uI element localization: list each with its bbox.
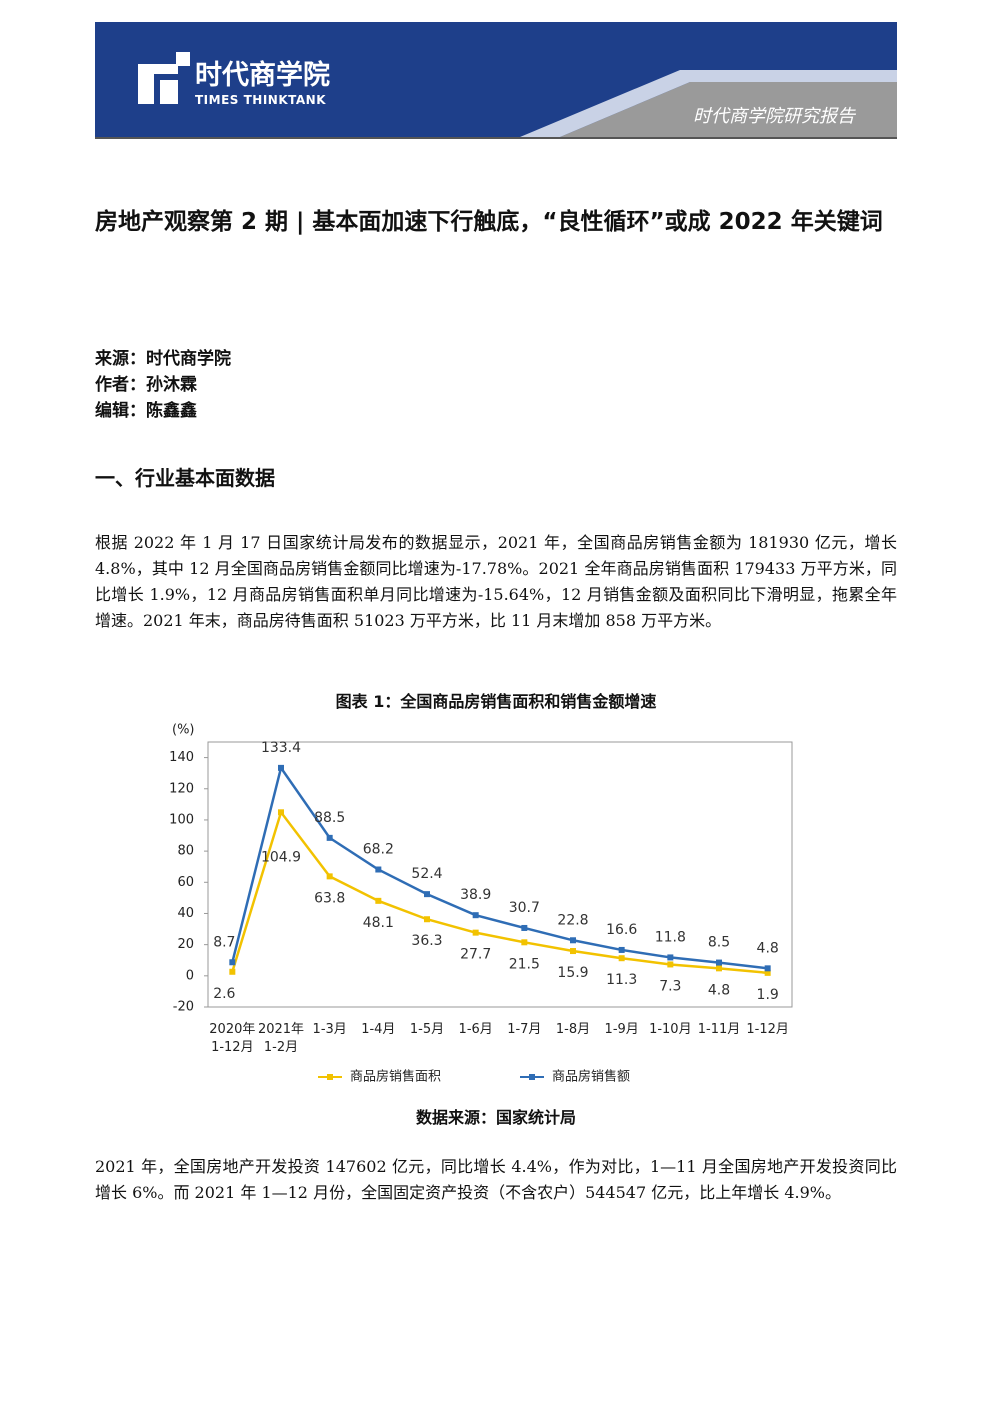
- point-marker: [618, 955, 625, 962]
- data-label: 30.7: [509, 900, 540, 916]
- figure-caption: 图表 1：全国商品房销售面积和销售金额增速: [335, 692, 657, 711]
- x-tick-label: 1-3月: [313, 1022, 347, 1037]
- point-marker: [764, 969, 771, 976]
- data-label: 21.5: [509, 956, 540, 972]
- x-tick-label: 1-6月: [459, 1022, 493, 1037]
- point-marker: [472, 929, 479, 936]
- series-line: [231, 809, 768, 975]
- data-label: 36.3: [411, 933, 442, 949]
- banner-stripe: [520, 70, 897, 137]
- x-tick-label: 1-12月: [746, 1022, 789, 1037]
- x-tick-label: 1-4月: [361, 1022, 395, 1037]
- point-marker: [667, 954, 674, 961]
- data-label: 104.9: [261, 849, 301, 865]
- data-label: 4.8: [708, 982, 730, 998]
- section-heading: 一、行业基本面数据: [95, 466, 275, 490]
- data-label: 4.8: [757, 940, 779, 956]
- x-tick-label: 1-9月: [605, 1022, 639, 1037]
- data-label: 8.7: [213, 934, 235, 950]
- logo-icon: [138, 52, 190, 104]
- data-label: 2.6: [213, 986, 235, 1002]
- point-marker: [424, 916, 430, 923]
- y-tick-label: 100: [169, 812, 194, 827]
- header-banner: 时代商学院 TIMES THINKTANK 时代商学院研究报告: [95, 22, 897, 139]
- y-tick-label: 140: [169, 750, 194, 765]
- paragraph: 根据 2022 年 1 月 17 日国家统计局发布的数据显示，2021 年，全国…: [95, 533, 897, 630]
- y-tick-label: 80: [177, 844, 194, 859]
- y-tick-label: 20: [177, 937, 194, 952]
- point-marker: [229, 968, 236, 975]
- point-marker: [424, 891, 430, 898]
- data-label: 8.5: [708, 935, 730, 951]
- meta-line: 编辑：陈鑫鑫: [95, 401, 197, 421]
- meta-line: 来源：时代商学院: [95, 349, 231, 369]
- meta-line: 作者：孙沐霖: [95, 375, 197, 395]
- y-tick-label: -20: [173, 1000, 194, 1015]
- data-label: 11.8: [655, 929, 686, 945]
- data-label: 88.5: [314, 810, 345, 826]
- logo-cn: 时代商学院: [195, 59, 330, 91]
- point-marker: [375, 866, 382, 873]
- data-label: 48.1: [363, 915, 394, 931]
- point-marker: [326, 873, 333, 880]
- y-unit: (%): [172, 723, 195, 738]
- x-tick-label: 1-5月: [410, 1022, 444, 1037]
- legend-label: 商品房销售额: [552, 1069, 630, 1085]
- x-tick-label: 2020年 1-12月: [209, 1022, 255, 1055]
- data-label: 52.4: [411, 866, 442, 882]
- data-label: 68.2: [363, 842, 394, 858]
- y-tick-label: 0: [186, 968, 194, 983]
- point-marker: [716, 965, 722, 972]
- point-marker: [472, 912, 479, 919]
- x-tick-label: 1-10月: [649, 1022, 692, 1037]
- y-tick-label: 40: [177, 906, 194, 921]
- title: 房地产观察第 2 期 | 基本面加速下行触底，“良性循环”或成 2022 年关键…: [95, 209, 883, 235]
- point-marker: [326, 834, 333, 841]
- x-tick-label: 2021年 1-2月: [258, 1022, 304, 1055]
- banner-rule: [95, 137, 897, 139]
- x-tick-label: 1-7月: [507, 1022, 541, 1037]
- legend-marker: [327, 1074, 333, 1080]
- point-marker: [716, 959, 722, 966]
- data-label: 27.7: [460, 947, 491, 963]
- data-label: 7.3: [659, 978, 681, 994]
- report-label: 时代商学院研究报告: [693, 106, 857, 127]
- data-label: 38.9: [460, 887, 491, 903]
- banner-gray: [560, 82, 897, 137]
- source-note: 数据来源：国家统计局: [415, 1108, 576, 1127]
- legend-label: 商品房销售面积: [350, 1069, 441, 1085]
- data-label: 1.9: [757, 987, 779, 1003]
- legend-marker: [529, 1074, 535, 1080]
- y-tick-label: 60: [177, 875, 194, 890]
- y-tick-label: 120: [169, 781, 194, 796]
- point-marker: [229, 959, 236, 966]
- point-marker: [570, 937, 576, 944]
- meta: 来源：时代商学院 作者：孙沐霖 编辑：陈鑫鑫: [95, 346, 231, 424]
- data-label: 16.6: [606, 922, 637, 938]
- point-marker: [570, 948, 576, 955]
- plot-frame: [207, 741, 793, 1008]
- series-line: [231, 764, 768, 970]
- logo-en: TIMES THINKTANK: [195, 93, 326, 107]
- point-marker: [375, 897, 382, 904]
- x-tick-label: 1-8月: [556, 1022, 590, 1037]
- point-marker: [764, 965, 771, 972]
- data-label: 15.9: [557, 965, 588, 981]
- point-marker: [278, 764, 284, 771]
- data-label: 22.8: [557, 912, 588, 928]
- data-label: 133.4: [261, 740, 301, 756]
- point-marker: [521, 939, 528, 946]
- point-marker: [667, 961, 674, 968]
- paragraph: 2021 年，全国房地产开发投资 147602 亿元，同比增长 4.4%，作为对…: [95, 1157, 897, 1202]
- point-marker: [278, 809, 284, 816]
- data-label: 11.3: [606, 972, 637, 988]
- point-marker: [521, 924, 528, 931]
- point-marker: [618, 946, 625, 953]
- x-tick-label: 1-11月: [698, 1022, 741, 1037]
- data-label: 63.8: [314, 890, 345, 906]
